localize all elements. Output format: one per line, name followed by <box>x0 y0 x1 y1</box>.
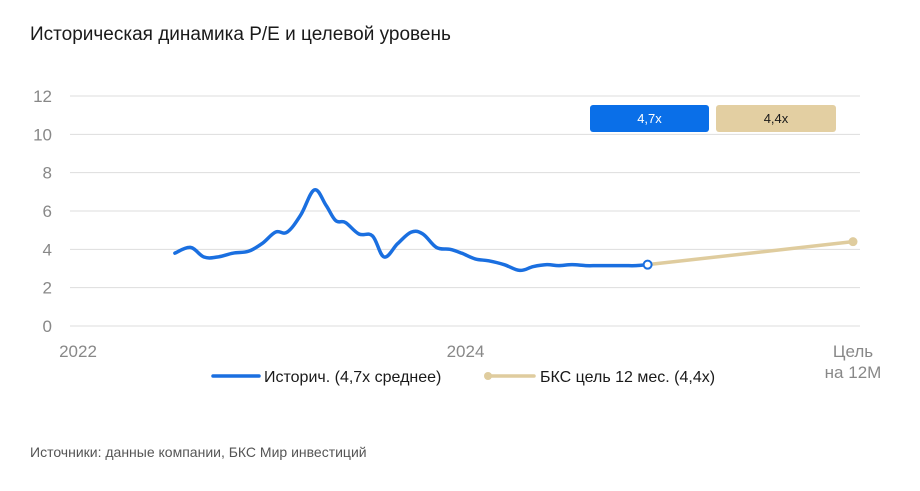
y-tick-label: 4 <box>43 240 52 259</box>
badge-historical-avg <box>590 105 709 132</box>
badge-historical-avg-label: 4,7x <box>637 111 662 126</box>
chart-title: Историческая динамика P/E и целевой уров… <box>30 24 451 45</box>
series-line-historical <box>173 188 650 273</box>
y-tick-label: 2 <box>43 279 52 298</box>
badge-target-label: 4,4x <box>764 111 789 126</box>
badge-target <box>716 105 836 132</box>
y-tick-label: 6 <box>43 202 52 221</box>
y-tick-label: 0 <box>43 317 52 336</box>
x-tick-label: Цель <box>833 342 873 361</box>
legend-label-target: БКС цель 12 мес. (4,4x) <box>540 369 715 386</box>
y-tick-label: 12 <box>33 87 52 106</box>
series-line-target <box>645 239 855 267</box>
legend-swatch-target-dot <box>484 372 492 380</box>
y-tick-label: 10 <box>33 125 52 144</box>
target-end-point <box>848 237 858 247</box>
historical-end-point <box>642 259 653 270</box>
legend-label-historical: Историч. (4,7x среднее) <box>264 369 441 386</box>
x-tick-label: 2024 <box>447 342 485 361</box>
x-tick-label: 2022 <box>59 342 97 361</box>
x-tick-label: на 12М <box>825 363 882 382</box>
y-tick-label: 8 <box>43 164 52 183</box>
source-note: Источники: данные компании, БКС Мир инве… <box>30 444 367 460</box>
